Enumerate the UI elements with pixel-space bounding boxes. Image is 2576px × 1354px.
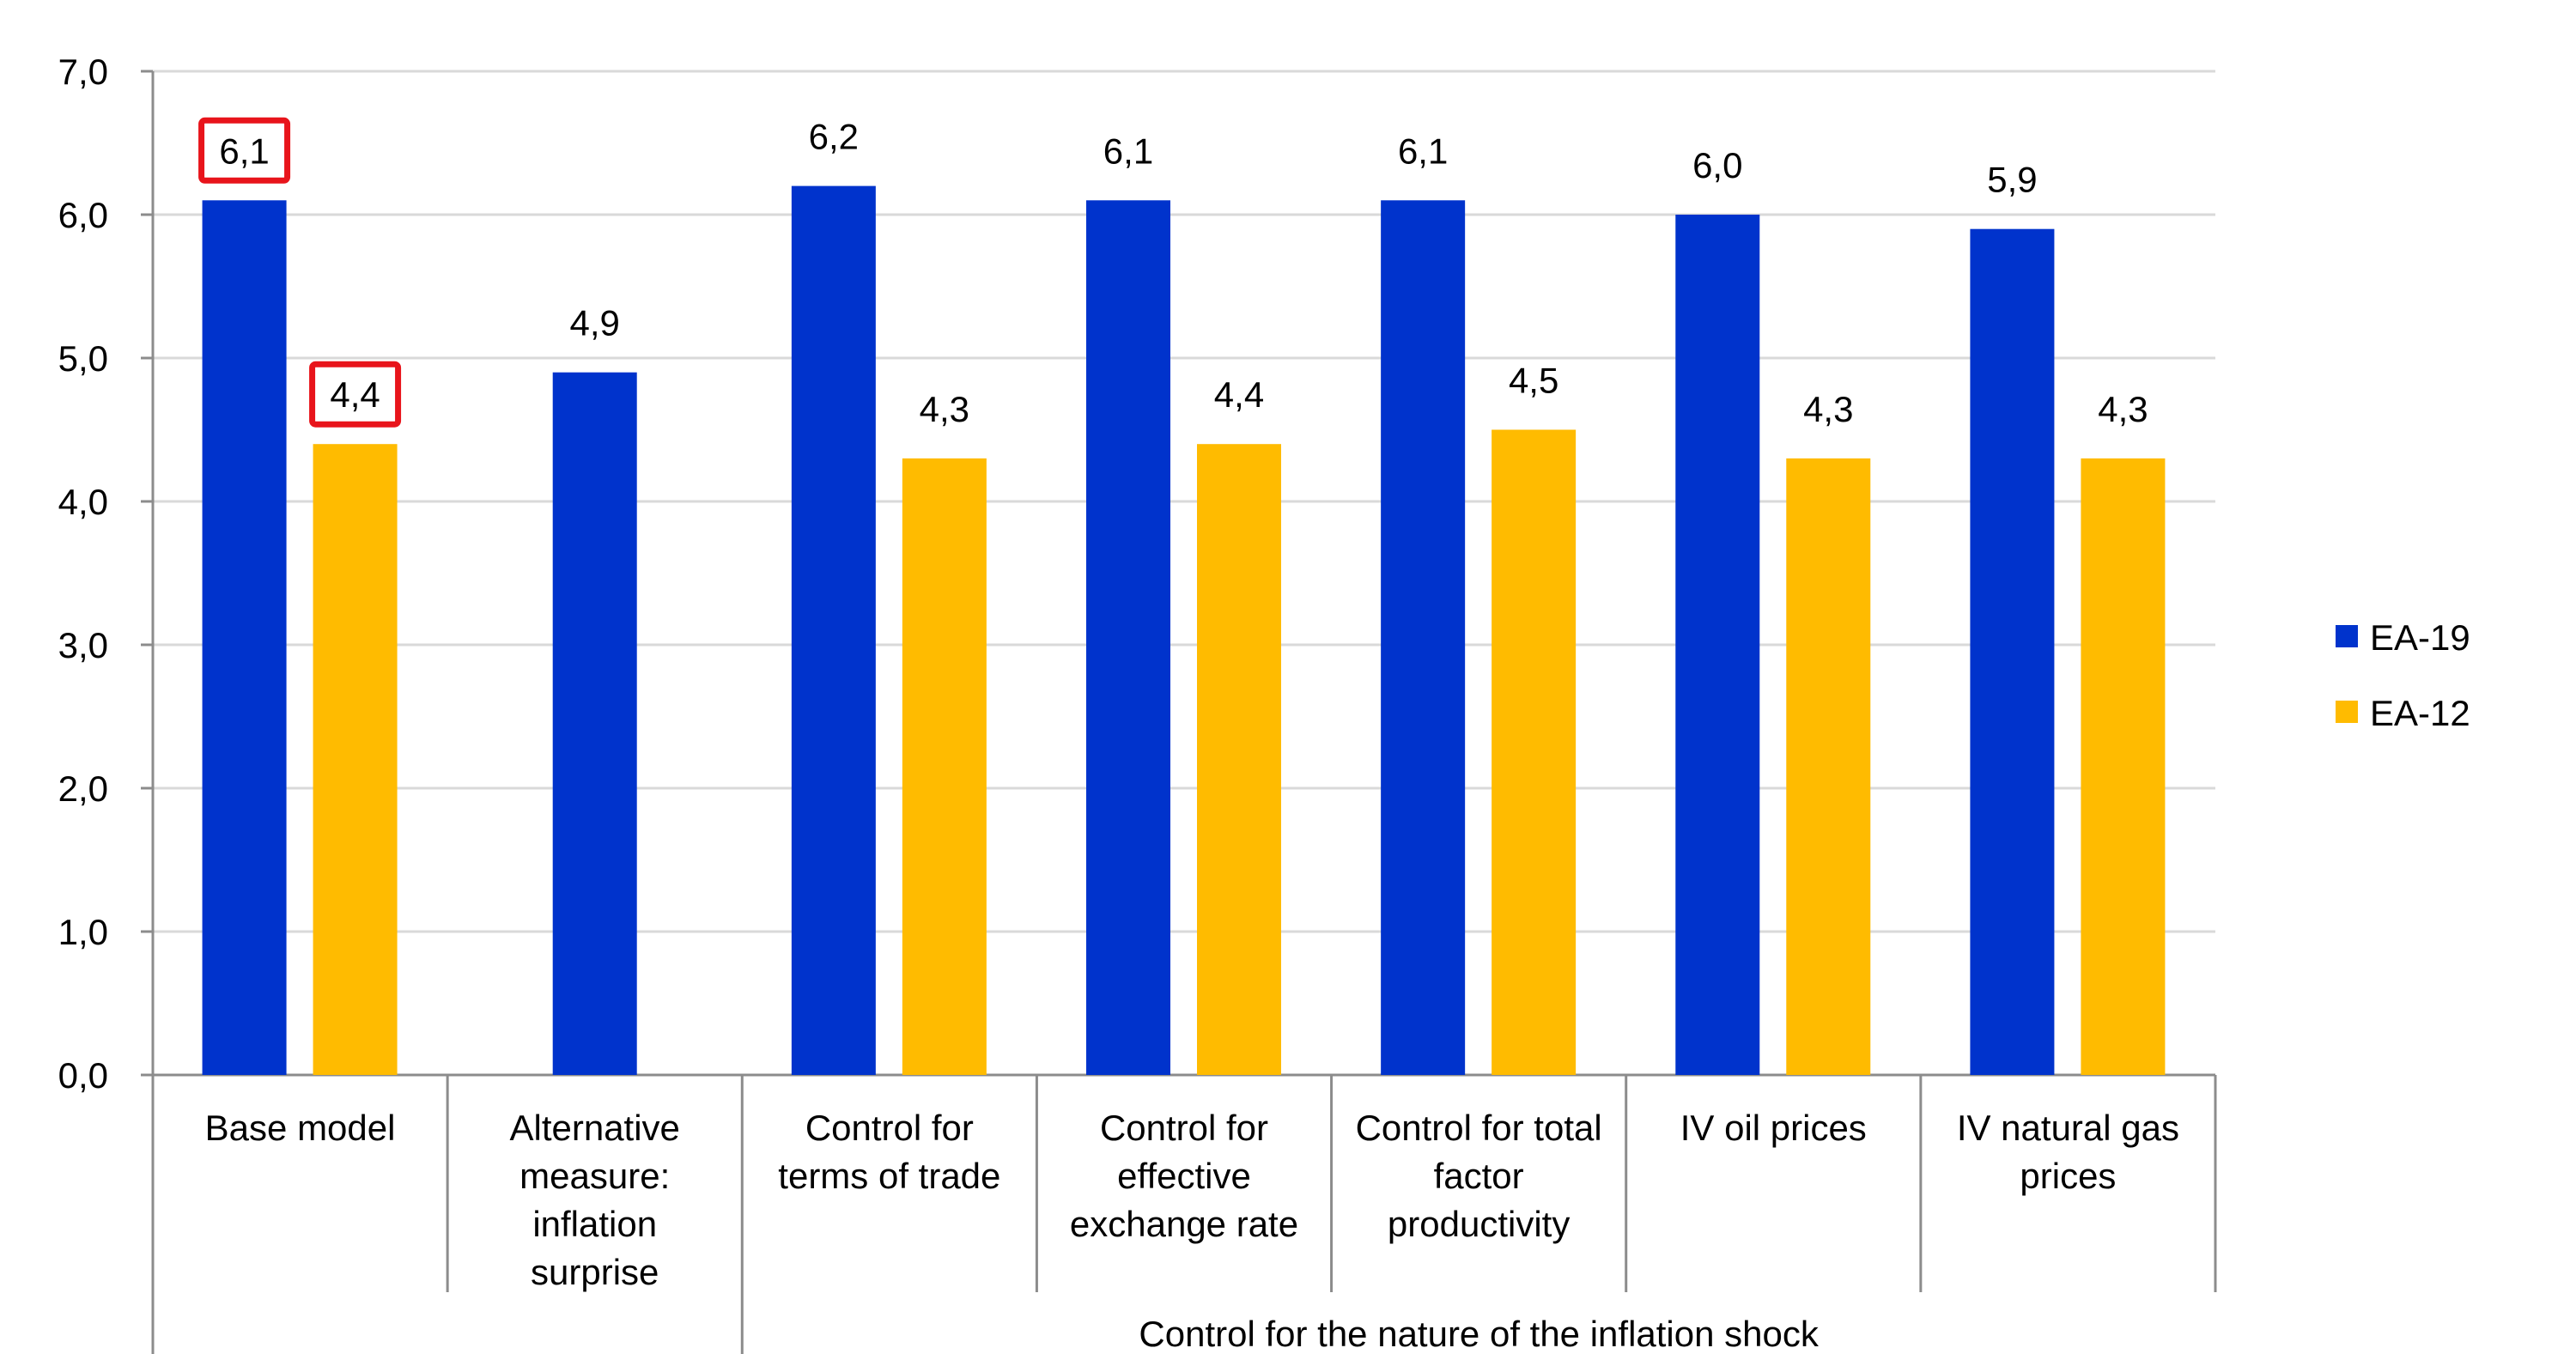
data-label: 4,4	[330, 374, 380, 415]
data-label: 4,3	[2098, 389, 2148, 429]
bar-ea-19	[552, 372, 637, 1075]
x-category-label: Base model	[205, 1108, 396, 1148]
highlight-box	[198, 117, 291, 184]
data-label: 6,2	[809, 117, 859, 157]
x-category-label: productivity	[1388, 1204, 1570, 1244]
highlight-box	[309, 361, 402, 428]
x-category-label: Control for	[805, 1108, 974, 1148]
data-label: 6,1	[1398, 131, 1448, 171]
x-category-label: IV natural gas	[1957, 1108, 2179, 1148]
y-tick-label: 4,0	[58, 482, 108, 522]
y-tick-label: 5,0	[58, 338, 108, 379]
legend-label: EA-12	[2370, 693, 2470, 733]
y-tick-label: 1,0	[58, 912, 108, 952]
bar-ea-12	[1786, 458, 1871, 1075]
x-category-label: Alternative	[509, 1108, 679, 1148]
bar-ea-12	[313, 444, 398, 1075]
bar-ea-12	[902, 458, 987, 1075]
bar-ea-19	[1970, 228, 2055, 1075]
bar-ea-19	[202, 200, 287, 1076]
bar-ea-12	[1492, 429, 1577, 1075]
data-label: 6,1	[1103, 131, 1153, 171]
bar-ea-19	[1086, 200, 1170, 1076]
data-label: 4,5	[1509, 361, 1558, 401]
x-category-label: IV oil prices	[1680, 1108, 1867, 1148]
data-label: 5,9	[1987, 160, 2037, 200]
x-category-label: effective	[1117, 1156, 1251, 1196]
bar-ea-12	[2081, 458, 2166, 1075]
y-tick-label: 0,0	[58, 1055, 108, 1096]
x-category-label: terms of trade	[778, 1156, 1000, 1196]
x-category-label: prices	[2020, 1156, 2116, 1196]
y-tick-label: 2,0	[58, 768, 108, 809]
y-tick-label: 3,0	[58, 625, 108, 665]
data-label: 4,9	[570, 303, 620, 343]
bar-ea-12	[1197, 444, 1281, 1075]
x-category-label: Control for	[1100, 1108, 1268, 1148]
data-label: 4,3	[920, 389, 969, 429]
x-group-label: Control for the nature of the inflation …	[1139, 1314, 1819, 1354]
y-tick-label: 7,0	[58, 52, 108, 92]
bar-ea-19	[1381, 200, 1466, 1076]
x-category-label: surprise	[531, 1252, 659, 1292]
data-label: 6,1	[219, 131, 269, 171]
bar-ea-19	[1675, 215, 1760, 1075]
legend-swatch	[2336, 701, 2358, 723]
legend-label: EA-19	[2370, 617, 2470, 658]
x-category-label: Control for total	[1356, 1108, 1602, 1148]
x-category-label: factor	[1434, 1156, 1524, 1196]
data-label: 4,3	[1803, 389, 1853, 429]
data-label: 4,4	[1214, 374, 1264, 415]
bar-ea-19	[791, 185, 876, 1076]
x-category-label: inflation	[532, 1204, 657, 1244]
y-tick-label: 6,0	[58, 195, 108, 235]
legend-swatch	[2336, 625, 2358, 647]
data-label: 6,0	[1692, 145, 1742, 185]
x-category-label: exchange rate	[1070, 1204, 1298, 1244]
x-category-label: measure:	[519, 1156, 670, 1196]
